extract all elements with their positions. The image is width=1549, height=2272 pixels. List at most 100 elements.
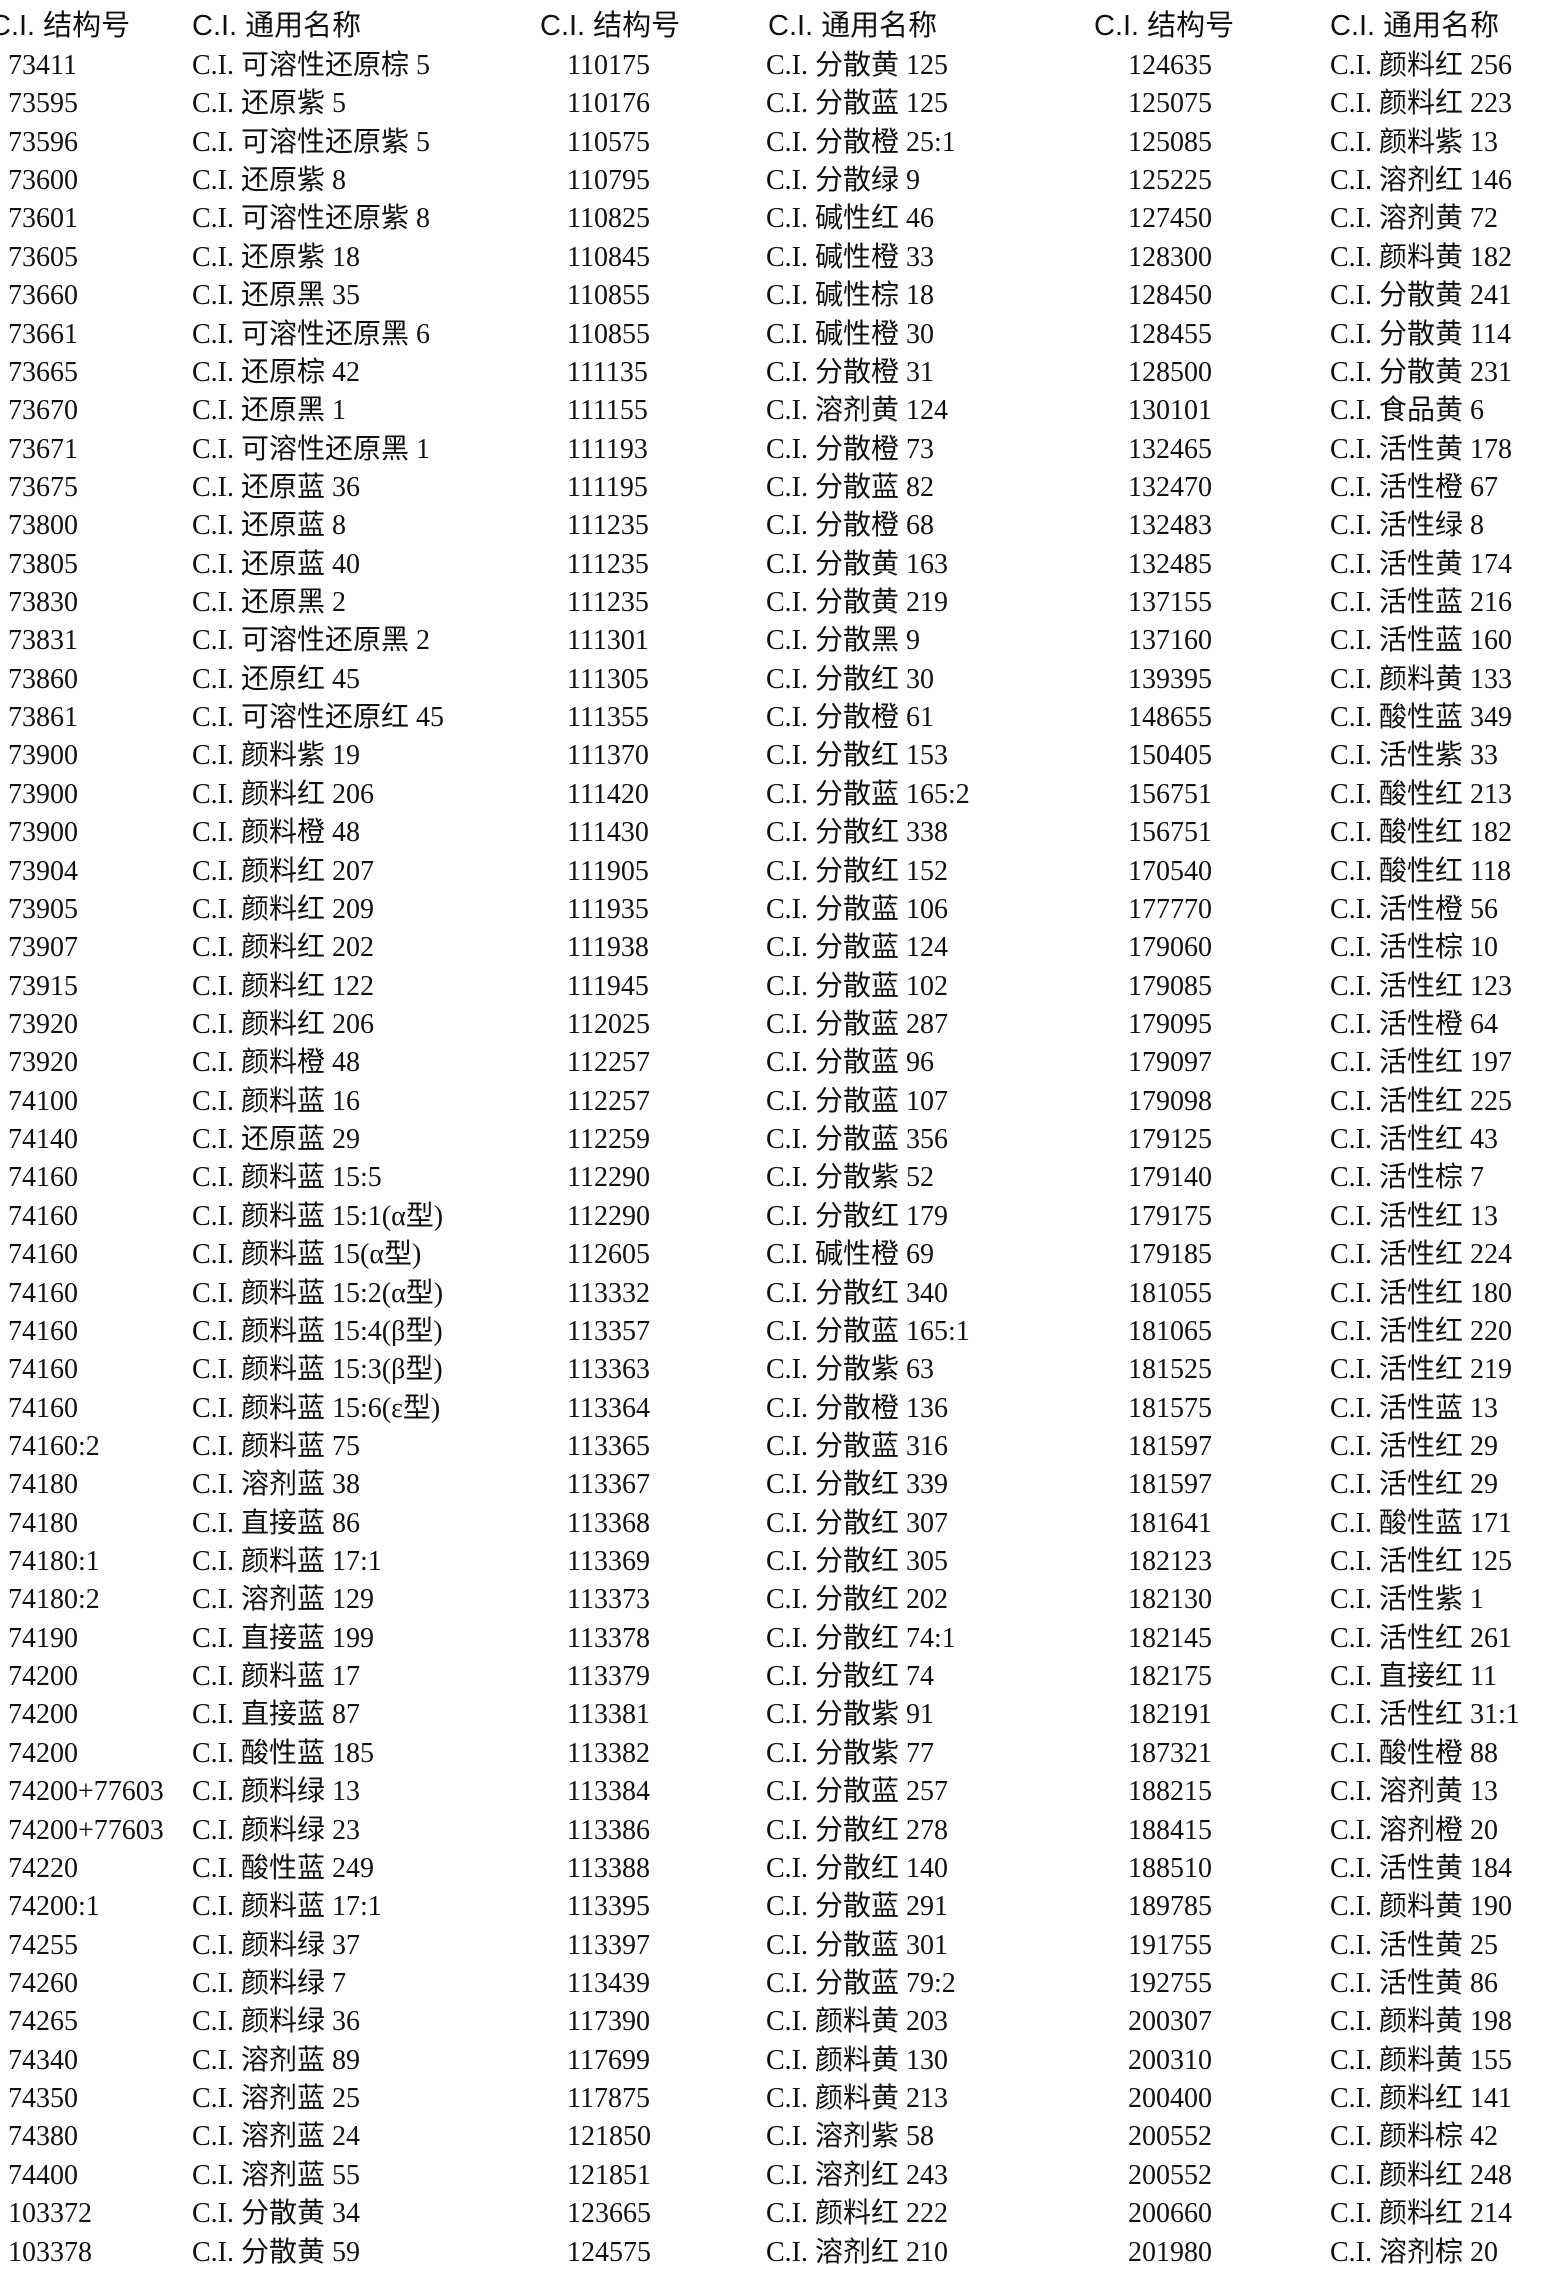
ci-name: C.I. 直接蓝 199 <box>192 1622 375 1654</box>
table-row: 74260 C.I. 颜料绿 7 113439 C.I. 分散蓝 79:2 192755… <box>0 1965 1549 2003</box>
ci-number: 111935 <box>567 893 649 925</box>
table-row: 74200 C.I. 酸性蓝 185 113382 C.I. 分散紫 77 187321… <box>0 1735 1549 1773</box>
table-row: 74220 C.I. 酸性蓝 249 113388 C.I. 分散红 140 18851… <box>0 1850 1549 1888</box>
ci-number: 187321 <box>1128 1737 1212 1769</box>
ci-name: C.I. 还原蓝 36 <box>192 471 361 503</box>
ci-number: 73800 <box>8 510 78 542</box>
ci-name: C.I. 溶剂蓝 55 <box>192 2159 361 2191</box>
table-row: 74160 C.I. 颜料蓝 15:6(ε型) 113364 C.I. 分散橙 136… <box>0 1390 1549 1428</box>
ci-number: 74100 <box>8 1085 78 1117</box>
ci-name: C.I. 分散蓝 316 <box>766 1430 949 1462</box>
ci-name: C.I. 溶剂黄 124 <box>766 395 949 427</box>
ci-name: C.I. 分散红 307 <box>766 1507 949 1539</box>
ci-name: C.I. 酸性蓝 171 <box>1330 1507 1513 1539</box>
ci-name: C.I. 分散蓝 79:2 <box>766 1968 956 1999</box>
ci-number: 200310 <box>1128 2044 1212 2076</box>
ci-number: 73665 <box>8 356 78 388</box>
ci-number: 179085 <box>1128 970 1212 1002</box>
ci-number: 112259 <box>567 1124 650 1156</box>
ci-number: 74180:2 <box>8 1584 100 1616</box>
ci-name: C.I. 分散蓝 165:1 <box>766 1315 970 1347</box>
ci-number: 73661 <box>8 318 78 350</box>
ci-number: 132470 <box>1128 471 1212 503</box>
ci-name: C.I. 颜料蓝 15:3(β型) <box>192 1354 443 1386</box>
ci-name: C.I. 直接蓝 87 <box>192 1699 361 1731</box>
ci-number: 200660 <box>1128 2198 1212 2230</box>
ci-number: 111420 <box>567 778 649 810</box>
table-row: 73675 C.I. 还原蓝 36 111195 C.I. 分散蓝 82 132470 C… <box>0 469 1549 507</box>
ci-number: 188415 <box>1128 1814 1212 1846</box>
ci-number: 113332 <box>567 1277 650 1309</box>
ci-name: C.I. 分散蓝 96 <box>766 1047 935 1079</box>
table-row: 74180:2 C.I. 溶剂蓝 129 113373 C.I. 分散红 202 182… <box>0 1581 1549 1619</box>
ci-number: 111305 <box>567 663 649 695</box>
table-row: 74140 C.I. 还原蓝 29 112259 C.I. 分散蓝 356 179125… <box>0 1121 1549 1159</box>
table-row: 74200+77603 C.I. 颜料绿 23 113386 C.I. 分散红 278… <box>0 1812 1549 1850</box>
ci-name: C.I. 活性红 43 <box>1330 1124 1499 1156</box>
ci-name: C.I. 分散蓝 107 <box>766 1085 949 1117</box>
ci-number: 128450 <box>1128 280 1212 312</box>
ci-name: C.I. 酸性红 213 <box>1330 778 1513 810</box>
table-row: 73905 C.I. 颜料红 209 111935 C.I. 分散蓝 106 17777… <box>0 891 1549 929</box>
ci-name: C.I. 碱性红 46 <box>766 203 935 235</box>
ci-name: C.I. 可溶性还原黑 6 <box>192 318 431 350</box>
ci-number: 74160 <box>8 1239 78 1271</box>
table-row: 73671 C.I. 可溶性还原黑 1 111193 C.I. 分散橙 73 13246… <box>0 431 1549 469</box>
ci-number: 113369 <box>567 1546 650 1578</box>
ci-number: 128455 <box>1128 318 1212 350</box>
ci-name: C.I. 颜料蓝 15:5 <box>192 1162 382 1194</box>
table-row: 74160 C.I. 颜料蓝 15:5 112290 C.I. 分散紫 52 17914… <box>0 1159 1549 1197</box>
ci-number: 121850 <box>567 2121 651 2153</box>
ci-name: C.I. 分散橙 136 <box>766 1392 949 1424</box>
ci-name: C.I. 溶剂黄 13 <box>1330 1776 1499 1808</box>
ci-number: 111193 <box>567 433 648 465</box>
ci-number: 110575 <box>567 126 650 158</box>
ci-name: C.I. 分散红 278 <box>766 1814 949 1846</box>
ci-name: C.I. 颜料绿 13 <box>192 1776 361 1808</box>
ci-name: C.I. 直接蓝 86 <box>192 1507 361 1539</box>
ci-name: C.I. 颜料红 202 <box>192 932 375 964</box>
table-row: 73860 C.I. 还原红 45 111305 C.I. 分散红 30 139395 C… <box>0 661 1549 699</box>
ci-name: C.I. 活性红 180 <box>1330 1277 1513 1309</box>
ci-name: C.I. 颜料红 209 <box>192 893 375 925</box>
ci-number: 112290 <box>567 1162 650 1194</box>
ci-number: 156751 <box>1128 817 1212 849</box>
ci-name: C.I. 碱性橙 33 <box>766 241 935 273</box>
ci-name: C.I. 溶剂红 243 <box>766 2159 949 2191</box>
ci-number: 73660 <box>8 280 78 312</box>
ci-number: 132485 <box>1128 548 1212 580</box>
ci-name: C.I. 分散紫 77 <box>766 1737 935 1769</box>
ci-number: 74200+77603 <box>8 1776 164 1808</box>
ci-name: C.I. 分散红 305 <box>766 1546 949 1578</box>
ci-number: 111945 <box>567 970 649 1002</box>
ci-number: 73900 <box>8 817 78 849</box>
ci-number: 74160 <box>8 1315 78 1347</box>
table-row: 74160 C.I. 颜料蓝 15:2(α型) 113332 C.I. 分散红 340… <box>0 1275 1549 1313</box>
ci-number: 113388 <box>567 1852 650 1884</box>
ci-number: 179098 <box>1128 1085 1212 1117</box>
header-generic-name: C.I. 通用名称 <box>1330 10 1500 42</box>
ci-number: 73904 <box>8 855 78 887</box>
ci-name: C.I. 溶剂蓝 25 <box>192 2083 361 2115</box>
ci-number: 125225 <box>1128 165 1212 197</box>
ci-number: 111235 <box>567 548 649 580</box>
ci-number: 73860 <box>8 663 78 695</box>
ci-name: C.I. 颜料绿 37 <box>192 1929 361 1961</box>
ci-number: 113365 <box>567 1430 650 1462</box>
ci-number: 111135 <box>567 356 648 388</box>
ci-number: 74180:1 <box>8 1546 100 1578</box>
ci-name: C.I. 活性黄 184 <box>1330 1852 1513 1884</box>
ci-number: 73830 <box>8 587 78 619</box>
ci-number: 181641 <box>1128 1507 1212 1539</box>
ci-number: 113382 <box>567 1737 650 1769</box>
ci-number: 113379 <box>567 1661 650 1693</box>
ci-name: C.I. 颜料蓝 15(α型) <box>192 1239 422 1271</box>
ci-number: 182175 <box>1128 1661 1212 1693</box>
ci-name: C.I. 分散黄 34 <box>192 2198 361 2230</box>
ci-name: C.I. 分散蓝 301 <box>766 1929 949 1961</box>
ci-name: C.I. 颜料蓝 15:2(α型) <box>192 1277 444 1309</box>
ci-name: C.I. 溶剂蓝 38 <box>192 1469 361 1501</box>
ci-name: C.I. 还原紫 5 <box>192 88 347 120</box>
ci-name: C.I. 颜料绿 7 <box>192 1968 347 1999</box>
ci-number: 112290 <box>567 1200 650 1232</box>
